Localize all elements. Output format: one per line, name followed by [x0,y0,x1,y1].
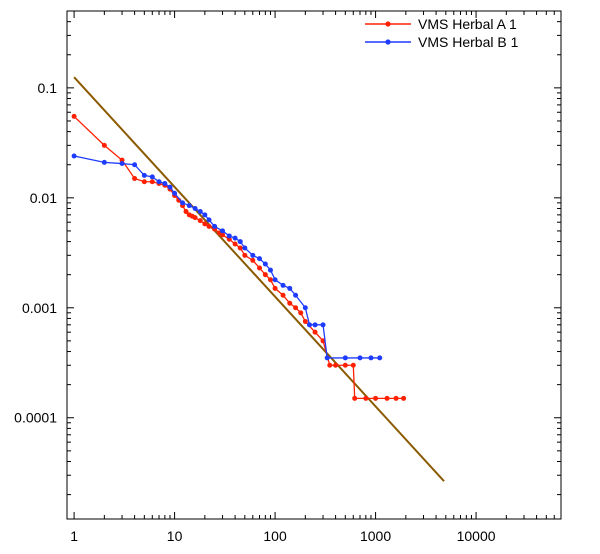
series-b-point [212,223,218,229]
series-b-point [267,267,273,273]
x-tick-label: 1000 [360,528,391,544]
series-a-point [327,362,333,368]
series-a-point [333,362,339,368]
series-b-point [306,322,312,328]
series-a-point [401,395,407,401]
series-b-point [293,292,299,298]
series-b-point [368,355,374,361]
series-a-point [312,329,318,335]
legend-marker-series-b [385,39,391,45]
series-b-point [342,355,348,361]
x-tick-label: 100 [263,528,287,544]
series-a-point [267,277,273,283]
series-a-point [132,175,138,181]
series-a-point [298,310,304,316]
series-b-point [71,153,77,159]
series-a-point [202,221,208,227]
series-a-point [71,113,77,119]
series-a-point [373,395,379,401]
series-b-point [302,305,308,311]
y-tick-label: 0.1 [38,80,58,96]
series-b-point [226,233,232,239]
series-b-point [186,203,192,209]
series-b-point [167,184,173,190]
series-b-point [250,252,256,258]
series-b-point [280,282,286,288]
series-a-point [363,395,369,401]
series-a-point [293,305,299,311]
series-a-point [384,395,390,401]
series-b-point [220,228,226,234]
series-b-point [312,322,318,328]
legend-marker-series-a [385,21,391,27]
x-tick-label: 1 [70,528,78,544]
series-a-point [101,142,107,148]
series-b-point [287,285,293,291]
series-b-point [162,180,168,186]
series-b-point [180,200,186,206]
legend-label-series-a: VMS Herbal A 1 [418,16,517,32]
series-b-point [101,159,107,165]
series-b-point [237,239,243,245]
series-b-point [257,256,263,262]
legend: VMS Herbal A 1 VMS Herbal B 1 [365,16,519,50]
series-a-point [257,265,263,271]
series-b-point [172,190,178,196]
series-a-point [393,395,399,401]
series-b-point [197,209,203,215]
y-tick-label: 0.001 [22,300,57,316]
series-b-point [262,261,268,267]
series-b-point [320,322,326,328]
series-a-point [242,252,248,258]
series-b-point [357,355,363,361]
series-b-point [141,172,147,178]
legend-label-series-b: VMS Herbal B 1 [418,34,519,50]
series-b-point [206,217,212,223]
y-tick-label: 0.0001 [14,410,57,426]
series-a-point [280,292,286,298]
series-a-point [192,215,198,221]
series-a-point [149,179,155,185]
axes-ticks: 1 10 100 1000 10000 0.1 0.01 0.001 0.0001 [14,10,562,544]
series-b-point [324,355,330,361]
series-b-line [73,155,380,359]
series-a-point [237,245,243,251]
series-a-point [272,285,278,291]
series-b-point [132,162,138,168]
series-b-point [232,235,238,241]
fit-line [73,76,445,482]
series-b-point [156,179,162,185]
x-tick-label: 10 [167,528,183,544]
series-a-point [342,362,348,368]
series-a-point [183,209,189,215]
series-b-point [119,161,125,167]
series-b-point [242,245,248,251]
series-a-point [350,362,356,368]
series-a-point [232,241,238,247]
series-a-point [352,395,358,401]
series-a-point [220,232,226,238]
x-tick-label: 10000 [457,528,496,544]
series-b-point [149,174,155,180]
series-a-point [141,179,147,185]
plot-frame [66,10,562,520]
series-a-point [262,272,268,278]
y-tick-label: 0.01 [30,190,57,206]
series-b-point [377,355,383,361]
series-b-point [272,277,278,283]
series-a-point [250,257,256,263]
series-a-point [287,300,293,306]
series-b-point [192,205,198,211]
series-a-point [302,319,308,325]
series-b-point [202,212,208,218]
series-layer [71,76,445,482]
series-a-point [197,218,203,224]
series-a-point [206,223,212,229]
